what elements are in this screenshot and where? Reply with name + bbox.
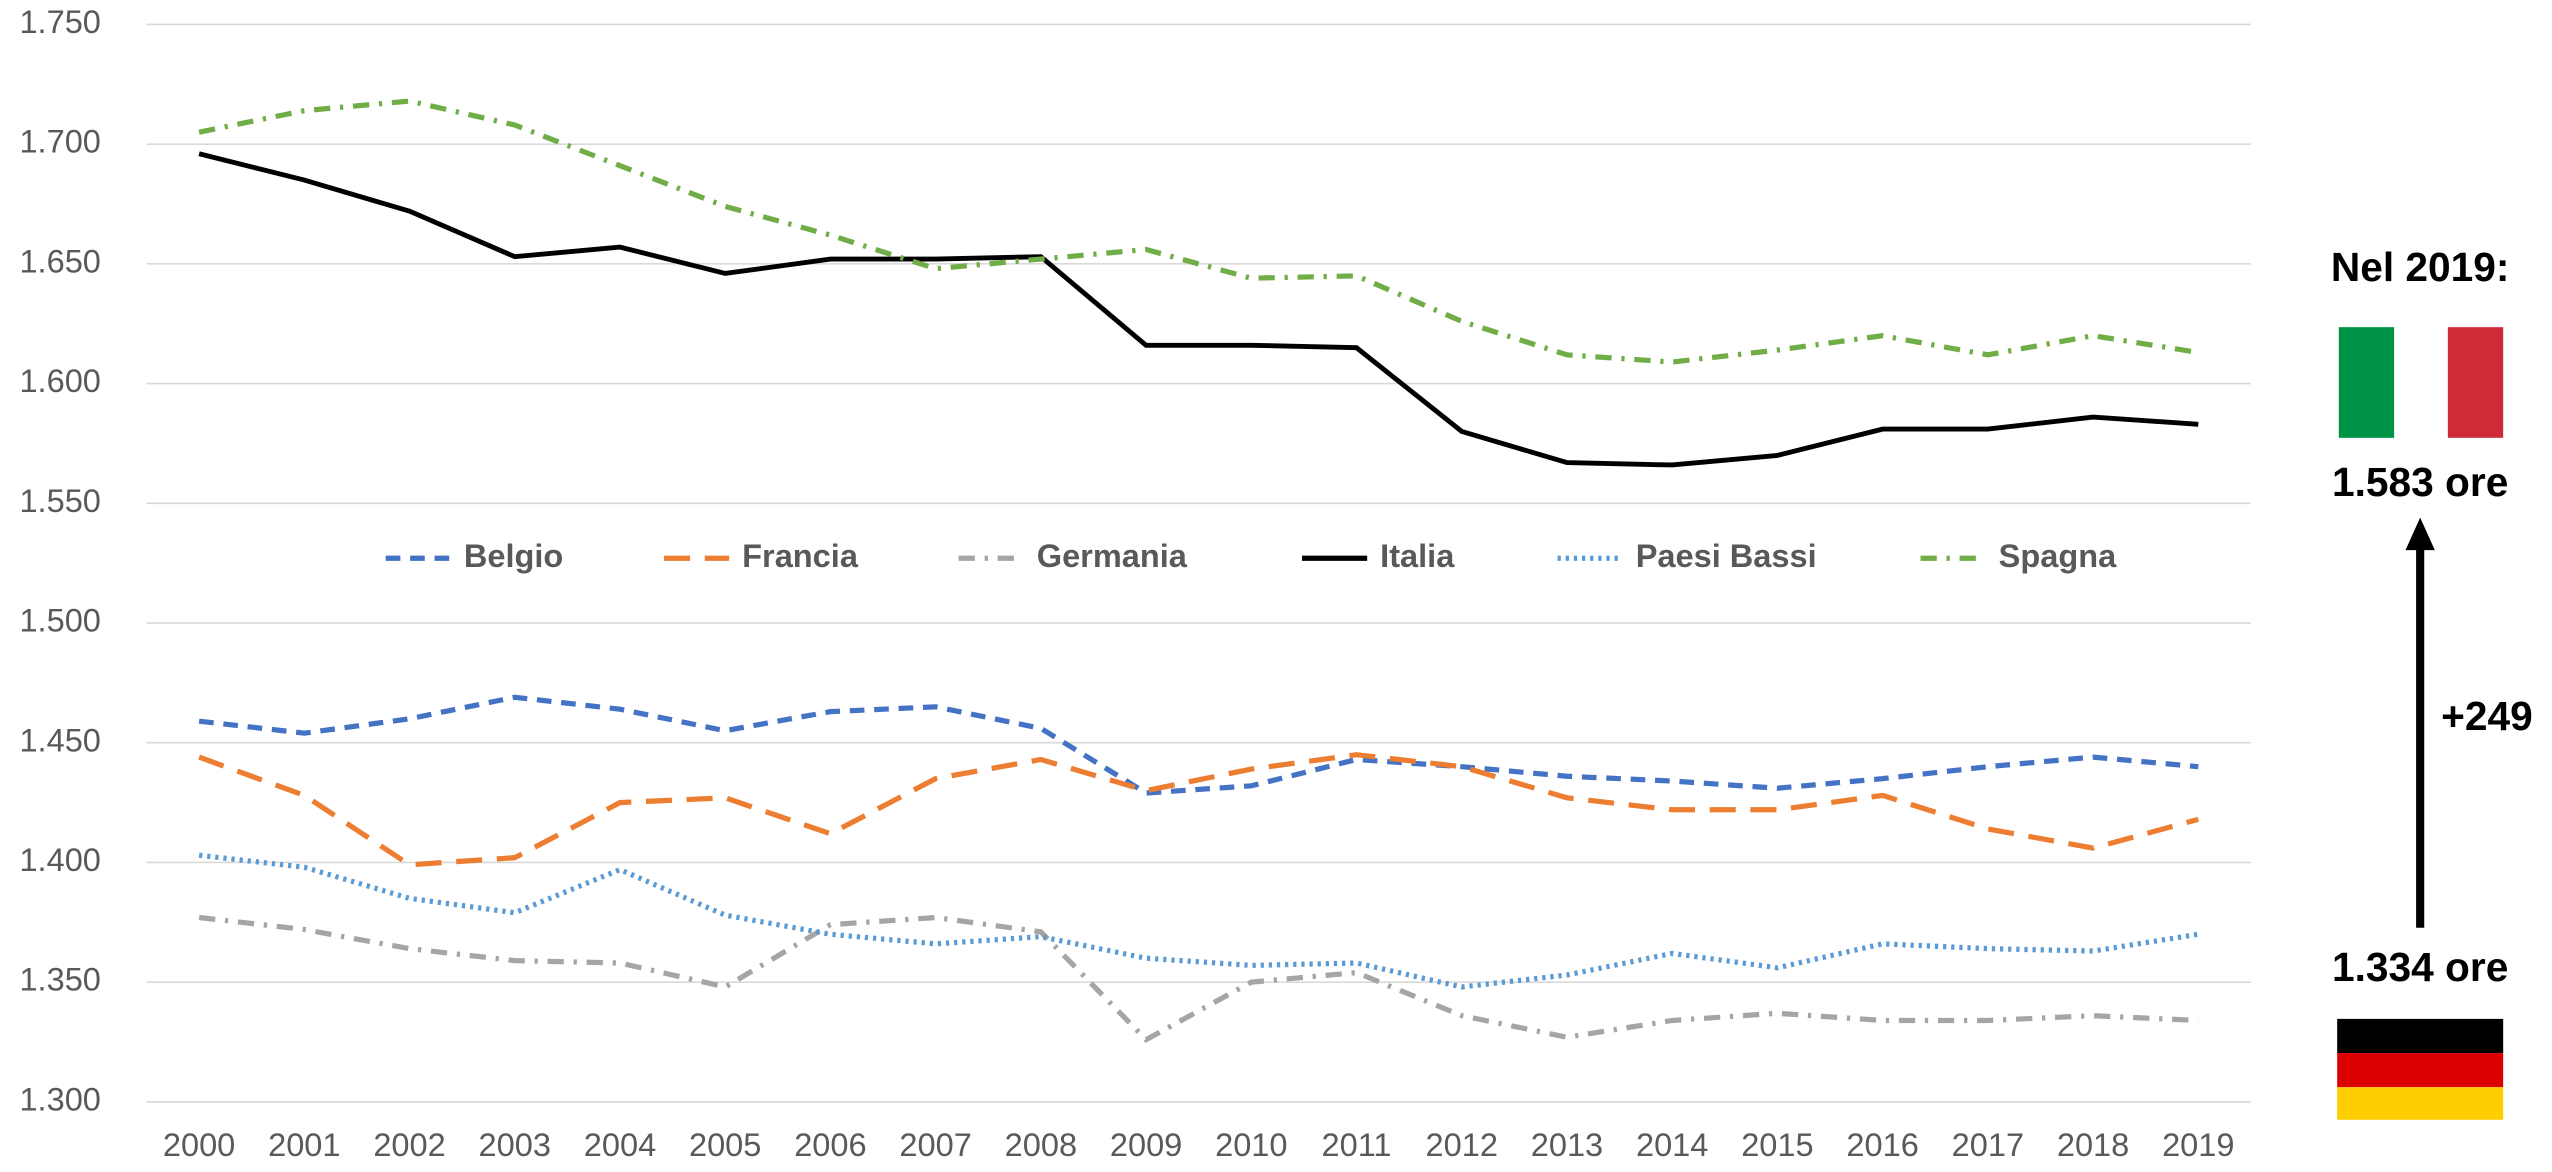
annotation: +249	[2441, 693, 2533, 739]
x-tick-label: 2013	[1531, 1127, 1603, 1163]
annotation: 1.334 ore	[2332, 944, 2508, 990]
x-tick-label: 2008	[1005, 1127, 1077, 1163]
x-tick-label: 2014	[1636, 1127, 1708, 1163]
y-tick-label: 1.750	[19, 4, 100, 40]
x-tick-label: 2010	[1215, 1127, 1287, 1163]
x-tick-label: 2009	[1110, 1127, 1182, 1163]
x-tick-label: 2012	[1426, 1127, 1498, 1163]
flag-de-gold	[2337, 1087, 2504, 1120]
series-line	[198, 98, 2199, 365]
x-tick-label: 2018	[2057, 1127, 2129, 1163]
x-tick-label: 2019	[2162, 1127, 2234, 1163]
flag-de-black	[2337, 1018, 2504, 1054]
series-line	[198, 852, 2199, 990]
x-tick-label: 2017	[1952, 1127, 2024, 1163]
y-tick-label: 1.350	[19, 962, 100, 998]
x-tick-label: 2004	[584, 1127, 656, 1163]
legend-label: Belgio	[464, 538, 563, 574]
x-tick-label: 2007	[899, 1127, 971, 1163]
arrow-head	[2405, 517, 2435, 551]
y-tick-label: 1.400	[19, 842, 100, 878]
x-tick-label: 2000	[163, 1127, 235, 1163]
x-tick-label: 2006	[794, 1127, 866, 1163]
y-tick-label: 1.550	[19, 483, 100, 519]
y-tick-label: 1.450	[19, 722, 100, 758]
flag-it-green	[2338, 327, 2395, 438]
x-tick-label: 2003	[479, 1127, 551, 1163]
series-line	[198, 151, 2199, 468]
x-tick-label: 2015	[1741, 1127, 1813, 1163]
x-tick-label: 2005	[689, 1127, 761, 1163]
series-line	[198, 752, 2199, 868]
legend-label: Germania	[1037, 538, 1188, 574]
series-line	[198, 914, 2199, 1043]
series-line	[198, 694, 2199, 796]
y-tick-label: 1.500	[19, 603, 100, 639]
legend-label: Francia	[742, 538, 859, 574]
x-tick-label: 2011	[1322, 1127, 1392, 1163]
legend-label: Paesi Bassi	[1636, 538, 1817, 574]
flag-de-red	[2337, 1053, 2504, 1088]
y-tick-label: 1.600	[19, 363, 100, 399]
flag-it-red	[2447, 327, 2504, 438]
x-tick-label: 2001	[268, 1127, 340, 1163]
annotation: 1.583 ore	[2332, 459, 2508, 505]
legend-label: Italia	[1380, 538, 1455, 574]
x-tick-label: 2002	[373, 1127, 445, 1163]
x-tick-label: 2016	[1846, 1127, 1918, 1163]
y-tick-label: 1.650	[19, 243, 100, 279]
annotation: Nel 2019:	[2331, 244, 2510, 290]
legend-label: Spagna	[1999, 538, 2117, 574]
y-tick-label: 1.300	[19, 1081, 100, 1117]
y-tick-label: 1.700	[19, 124, 100, 160]
